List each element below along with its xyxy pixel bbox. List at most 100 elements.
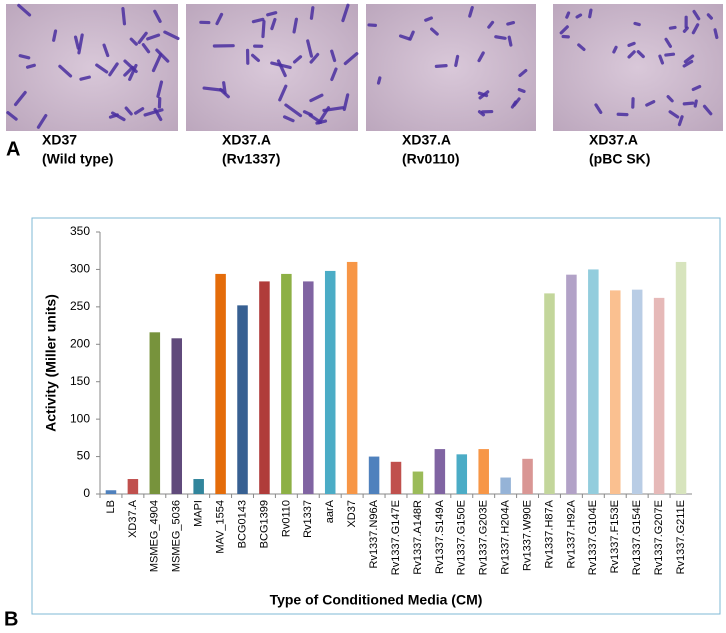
bar: [631, 289, 643, 494]
bar: [324, 270, 336, 494]
x-tick-label: XD37: [346, 500, 358, 528]
micrograph: [6, 4, 178, 131]
bacterium: [594, 103, 603, 114]
bacterium: [306, 39, 314, 58]
bacterium: [124, 106, 133, 116]
bacterium: [128, 63, 138, 81]
caption: (Rv0110): [402, 151, 460, 167]
bacterium: [129, 37, 138, 46]
x-tick-label: Rv1337.A148R: [412, 500, 424, 575]
x-tick-label: Rv1337.N96A: [368, 499, 380, 568]
bacterium: [110, 111, 126, 122]
bacterium: [108, 113, 119, 119]
x-tick-label: MSMEG_5036: [171, 500, 183, 572]
bacterium: [494, 35, 507, 40]
x-tick-label: BCG0143: [236, 500, 248, 548]
bacterium: [636, 50, 645, 59]
bacterium: [302, 110, 313, 117]
bar: [478, 449, 489, 494]
bacterium: [677, 115, 684, 127]
bar: [105, 490, 117, 494]
bar: [412, 471, 424, 494]
x-tick-label: Rv1337.G147E: [390, 500, 402, 575]
bacterium: [693, 99, 698, 108]
y-tick-label: 150: [70, 374, 90, 388]
bacterium: [141, 43, 151, 54]
bacterium: [376, 76, 382, 85]
bar: [215, 273, 226, 494]
bacterium: [668, 25, 677, 30]
bacterium: [692, 9, 701, 21]
y-axis-title: Activity (Miller units): [43, 294, 59, 432]
bar: [237, 305, 248, 494]
x-tick-label: BCG1399: [258, 500, 270, 548]
y-tick-label: 200: [70, 336, 90, 350]
bar: [346, 261, 358, 494]
x-tick-label: Rv1337.G104E: [587, 500, 599, 575]
panel-label: A: [6, 138, 20, 160]
bacterium: [270, 17, 277, 31]
bacterium: [588, 8, 593, 19]
x-tick-label: Rv1337.S149A: [434, 499, 446, 574]
bacterium: [292, 55, 303, 64]
bacterium: [282, 115, 295, 123]
bacterium: [215, 12, 224, 26]
bacterium: [664, 52, 676, 57]
x-tick-label: LB: [105, 500, 117, 513]
bacterium: [408, 30, 415, 41]
bacterium: [666, 95, 674, 103]
bar: [193, 479, 204, 494]
bar: [127, 479, 139, 494]
bar: [171, 338, 183, 494]
bacterium: [658, 54, 665, 65]
bacterium: [575, 13, 583, 19]
bacterium: [123, 59, 138, 74]
x-tick-label: Rv1337.G203E: [478, 500, 490, 575]
bacterium: [454, 54, 460, 68]
bar: [390, 461, 402, 494]
bar: [368, 456, 380, 494]
caption: (Wild type): [42, 151, 113, 167]
bacterium: [477, 51, 485, 63]
bacterium: [341, 3, 350, 23]
bacterium: [317, 106, 331, 125]
bar: [522, 458, 533, 494]
x-tick-label: Rv0110: [280, 500, 292, 537]
bacterium: [434, 64, 448, 68]
bacterium: [52, 29, 58, 42]
bacterium: [633, 21, 641, 27]
bacterium: [17, 3, 32, 17]
bacterium: [577, 43, 586, 52]
x-tick-label: XD37.A: [127, 499, 139, 538]
bacterium: [330, 49, 337, 63]
bacterium: [266, 11, 278, 17]
bar: [303, 281, 314, 494]
y-tick-label: 300: [70, 262, 90, 276]
bacterium: [668, 110, 680, 119]
bacterium: [79, 75, 91, 81]
x-tick-label: Rv1337.F153E: [609, 500, 621, 573]
bacterium: [430, 27, 439, 36]
bacterium: [270, 61, 292, 70]
bacterium: [137, 31, 148, 44]
bar: [544, 293, 555, 494]
caption: XD37.A: [402, 132, 451, 148]
bar: [588, 269, 599, 494]
x-tick-label: MAV_1554: [214, 500, 226, 554]
bacterium: [682, 26, 689, 33]
x-tick-label: Rv1337.G150E: [456, 500, 468, 575]
bacterium: [309, 6, 315, 20]
y-tick-label: 50: [77, 449, 91, 463]
panel-label: B: [4, 608, 18, 630]
bacterium: [398, 34, 411, 41]
x-tick-label: Rv1337.G207E: [653, 500, 665, 575]
bacterium: [251, 17, 265, 24]
bacterium: [153, 9, 162, 23]
bar: [259, 281, 270, 494]
bacterium: [468, 5, 474, 18]
bacterium: [506, 21, 516, 26]
bacterium: [343, 52, 359, 66]
x-tick-label: Rv1337.H204A: [500, 499, 512, 574]
bacterium: [261, 20, 266, 39]
